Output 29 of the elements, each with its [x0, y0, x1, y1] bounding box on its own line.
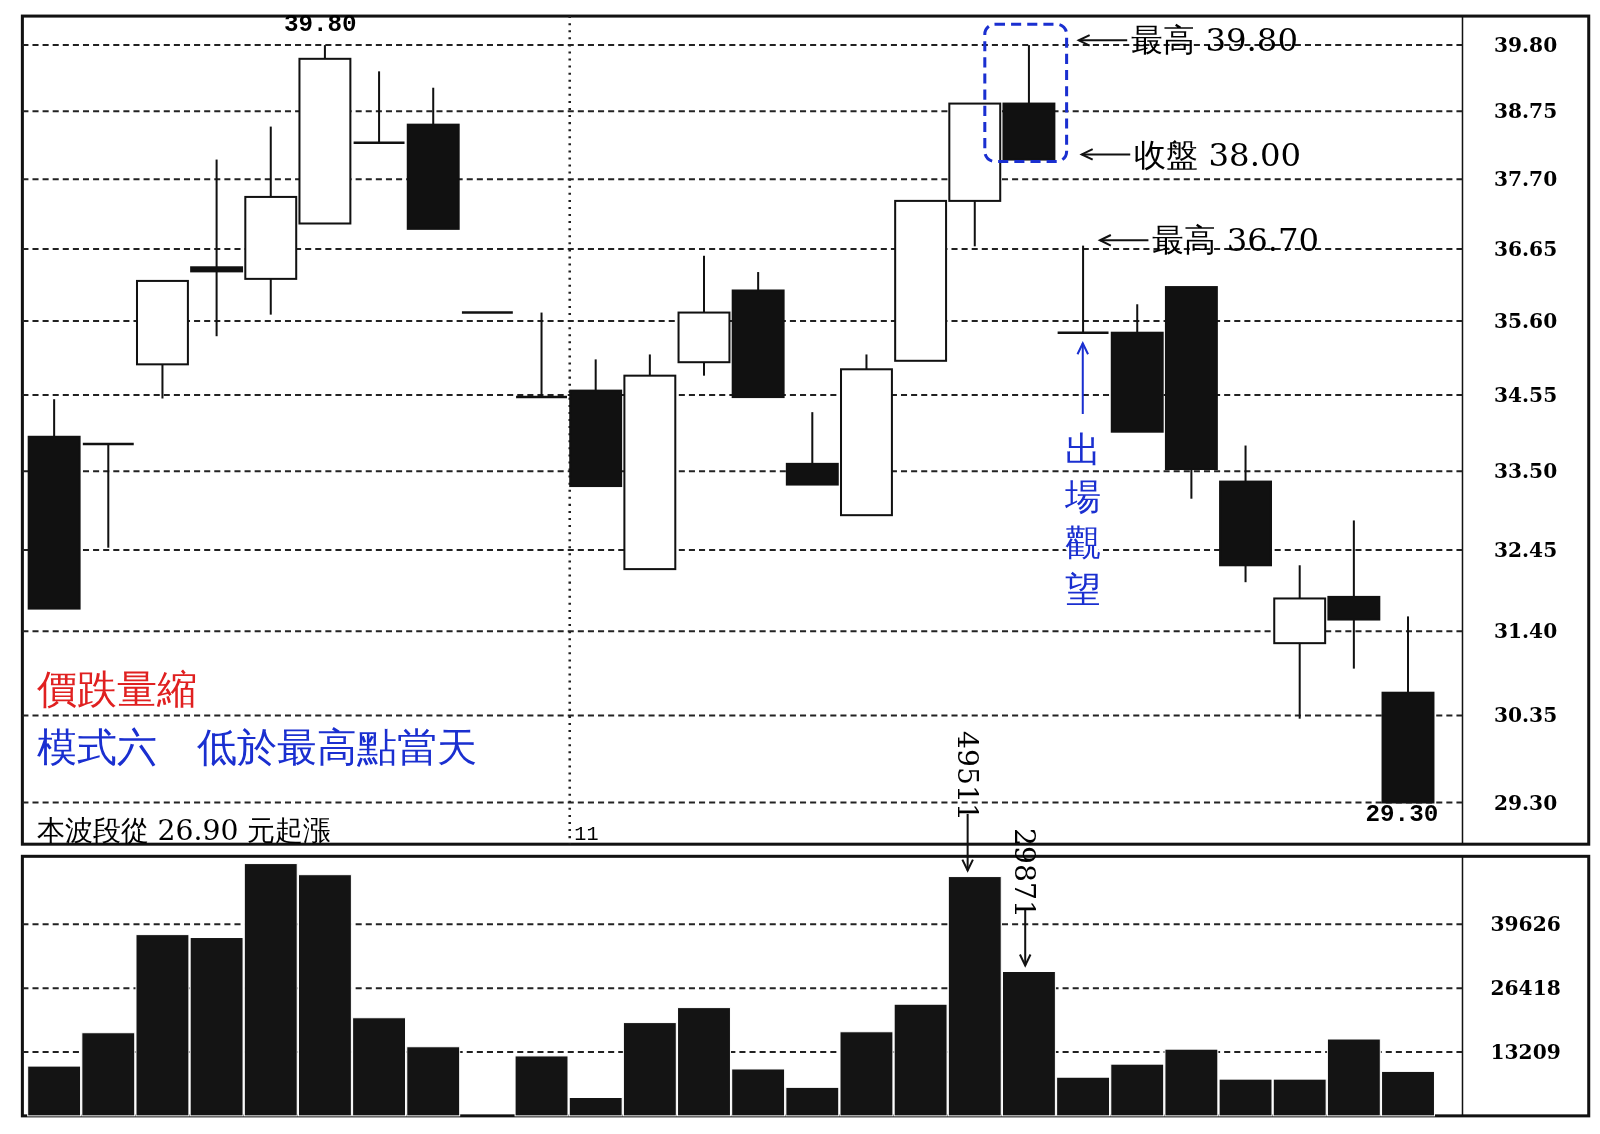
candlestick [514, 311, 569, 399]
y-tick-label: 35.60 [1494, 308, 1558, 333]
candlestick [81, 442, 136, 549]
annotation: 最高 36.70 [1152, 221, 1320, 260]
candlestick [1056, 244, 1110, 334]
y-tick-label: 29.30 [1494, 790, 1558, 815]
y-tick-label: 32.45 [1494, 538, 1558, 563]
annotation: 29871 [1008, 828, 1042, 918]
annotation: 最高 39.80 [1131, 21, 1298, 60]
y-tick-label: 38.75 [1494, 99, 1558, 124]
x-tick-label: 11 [574, 823, 599, 847]
annotation: 價跌量縮 [36, 665, 197, 713]
annotation: 收盤 38.00 [1134, 135, 1302, 174]
y-tick-label: 31.40 [1494, 619, 1558, 644]
y-tick-label: 39.80 [1494, 33, 1558, 58]
annotation: 29.30 [1365, 800, 1439, 828]
y-tick-label: 30.35 [1494, 703, 1558, 728]
candlestick [352, 70, 406, 144]
y-tick-label: 39626 [1490, 912, 1561, 937]
y-tick-label: 37.70 [1494, 167, 1558, 192]
y-tick-label: 33.50 [1494, 459, 1558, 484]
y-tick-label: 13209 [1490, 1040, 1561, 1065]
annotation: 49511 [950, 731, 984, 822]
annotation: 39.80 [283, 10, 357, 38]
y-tick-label: 26418 [1490, 976, 1561, 1001]
y-tick-label: 34.55 [1494, 382, 1558, 407]
y-tick-label: 36.65 [1494, 237, 1558, 262]
annotation: 本波段從 26.90 元起漲 [36, 814, 332, 848]
annotation: 模式六 低於最高點當天 [36, 724, 477, 772]
